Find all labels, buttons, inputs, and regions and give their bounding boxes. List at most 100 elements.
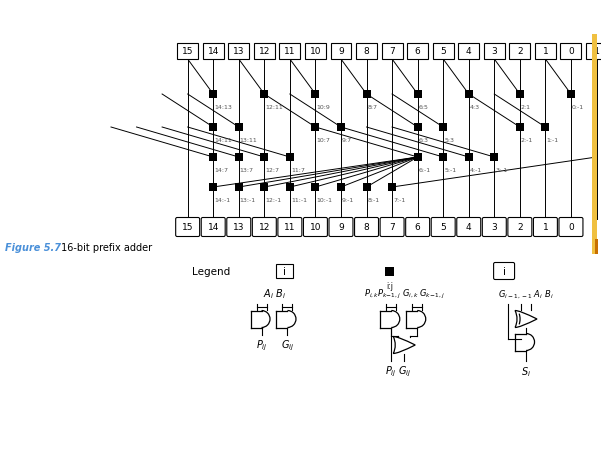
Text: 12: 12 bbox=[259, 48, 270, 56]
FancyBboxPatch shape bbox=[252, 218, 276, 237]
Text: 9:-1: 9:-1 bbox=[342, 198, 354, 203]
Text: 9:7: 9:7 bbox=[342, 138, 352, 143]
Text: 3: 3 bbox=[491, 48, 497, 56]
Bar bbox=[209, 184, 217, 192]
FancyBboxPatch shape bbox=[303, 218, 327, 237]
FancyBboxPatch shape bbox=[508, 218, 532, 237]
FancyBboxPatch shape bbox=[176, 218, 200, 237]
Text: $A_i\ B_i$: $A_i\ B_i$ bbox=[263, 287, 286, 300]
Bar bbox=[337, 124, 345, 132]
Bar bbox=[380, 311, 392, 328]
Text: 13:11: 13:11 bbox=[240, 138, 258, 143]
Text: 7: 7 bbox=[389, 223, 395, 232]
Text: 0:-1: 0:-1 bbox=[572, 105, 584, 110]
Text: $G_{ij}$: $G_{ij}$ bbox=[281, 338, 294, 353]
Text: 14:13: 14:13 bbox=[214, 105, 232, 110]
Bar bbox=[586, 44, 602, 60]
Text: 1:-1: 1:-1 bbox=[547, 138, 559, 143]
Text: $P_{ij}$: $P_{ij}$ bbox=[256, 338, 267, 353]
Text: $P_{i,k}P_{k{-}1,j}\ G_{i,k}\ G_{k{-}1,j}$: $P_{i,k}P_{k{-}1,j}\ G_{i,k}\ G_{k{-}1,j… bbox=[364, 288, 445, 300]
Text: 7:-1: 7:-1 bbox=[393, 198, 405, 203]
Bar bbox=[433, 44, 454, 60]
Text: $S_i$: $S_i$ bbox=[521, 364, 531, 378]
Bar bbox=[484, 44, 505, 60]
Text: 8: 8 bbox=[364, 223, 370, 232]
Bar bbox=[203, 44, 224, 60]
Text: 6: 6 bbox=[415, 48, 421, 56]
Text: $G_{ij}$: $G_{ij}$ bbox=[397, 364, 411, 378]
PathPatch shape bbox=[515, 311, 537, 328]
FancyBboxPatch shape bbox=[201, 218, 225, 237]
Bar bbox=[260, 184, 268, 192]
Text: $P_{ij}$: $P_{ij}$ bbox=[385, 364, 397, 378]
Bar bbox=[516, 124, 524, 132]
Bar bbox=[439, 124, 447, 132]
Text: 12:11: 12:11 bbox=[265, 105, 283, 110]
Bar bbox=[388, 184, 396, 192]
FancyBboxPatch shape bbox=[227, 218, 251, 237]
Bar bbox=[560, 44, 582, 60]
Bar bbox=[362, 184, 370, 192]
Text: 7: 7 bbox=[389, 48, 395, 56]
Text: 10: 10 bbox=[309, 48, 321, 56]
Bar bbox=[276, 311, 288, 328]
FancyBboxPatch shape bbox=[380, 218, 404, 237]
Text: 2: 2 bbox=[517, 48, 523, 56]
Bar bbox=[286, 154, 294, 162]
Text: 5: 5 bbox=[440, 223, 446, 232]
Text: 6:3: 6:3 bbox=[418, 138, 429, 143]
Bar bbox=[260, 154, 268, 162]
Text: 11:-1: 11:-1 bbox=[291, 198, 307, 203]
PathPatch shape bbox=[393, 337, 415, 354]
Bar bbox=[177, 44, 198, 60]
Bar bbox=[279, 44, 300, 60]
Text: 1: 1 bbox=[542, 223, 548, 232]
Text: 4: 4 bbox=[466, 223, 471, 232]
Text: 5:-1: 5:-1 bbox=[444, 168, 456, 173]
Bar bbox=[209, 91, 217, 99]
FancyBboxPatch shape bbox=[559, 218, 583, 237]
Bar bbox=[209, 124, 217, 132]
Text: $G_{i-1,-1}\ A_i\ B_i$: $G_{i-1,-1}\ A_i\ B_i$ bbox=[498, 288, 554, 300]
Text: i: i bbox=[503, 267, 506, 277]
Text: 10:7: 10:7 bbox=[317, 138, 330, 143]
Text: 4:-1: 4:-1 bbox=[470, 168, 482, 173]
Bar bbox=[509, 44, 530, 60]
Text: i: i bbox=[283, 267, 286, 277]
Bar bbox=[305, 44, 326, 60]
Bar bbox=[567, 91, 575, 99]
Bar bbox=[414, 124, 421, 132]
Bar bbox=[439, 154, 447, 162]
Bar bbox=[592, 35, 597, 255]
Bar bbox=[311, 124, 320, 132]
Text: 14:-1: 14:-1 bbox=[214, 198, 231, 203]
Bar bbox=[356, 44, 377, 60]
Text: 9: 9 bbox=[338, 48, 344, 56]
Text: 4: 4 bbox=[466, 48, 471, 56]
Text: 13: 13 bbox=[233, 223, 244, 232]
Bar bbox=[260, 91, 268, 99]
Bar bbox=[595, 239, 598, 248]
Bar bbox=[382, 44, 403, 60]
Bar bbox=[515, 334, 527, 351]
Text: 14:7: 14:7 bbox=[214, 168, 228, 173]
Bar bbox=[465, 154, 473, 162]
Text: 16-bit prefix adder: 16-bit prefix adder bbox=[58, 242, 152, 252]
Bar bbox=[209, 154, 217, 162]
Bar bbox=[311, 184, 320, 192]
Bar bbox=[276, 265, 293, 278]
Text: 10:9: 10:9 bbox=[317, 105, 330, 110]
Text: 1: 1 bbox=[542, 48, 548, 56]
Text: 6:5: 6:5 bbox=[418, 105, 429, 110]
Text: 11: 11 bbox=[284, 223, 296, 232]
Text: 13:7: 13:7 bbox=[240, 168, 254, 173]
Bar bbox=[250, 311, 262, 328]
Bar bbox=[235, 184, 243, 192]
Bar bbox=[414, 91, 421, 99]
Text: 12:7: 12:7 bbox=[265, 168, 279, 173]
Bar bbox=[465, 91, 473, 99]
Text: 9: 9 bbox=[338, 223, 344, 232]
Text: 13:-1: 13:-1 bbox=[240, 198, 256, 203]
Bar bbox=[235, 154, 243, 162]
Bar bbox=[362, 91, 370, 99]
